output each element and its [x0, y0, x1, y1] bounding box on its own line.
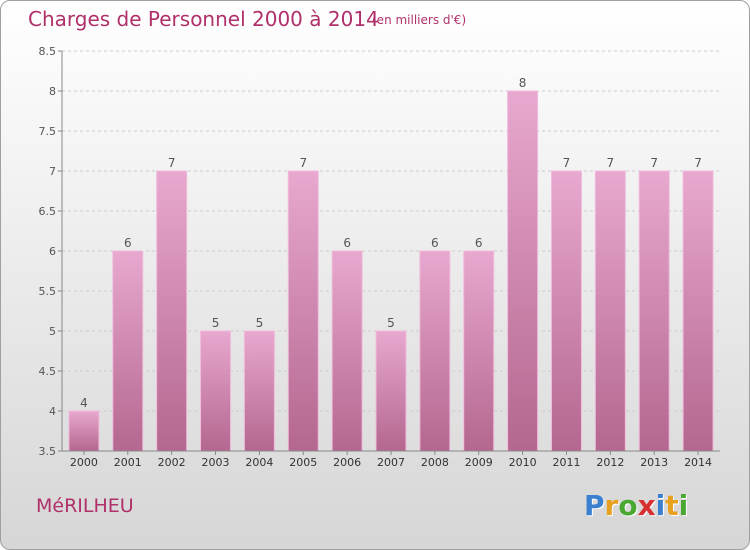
bar — [243, 330, 275, 452]
y-tick-label: 5 — [49, 325, 56, 338]
chart-title: Charges de Personnel 2000 à 2014 — [28, 7, 379, 31]
data-label: 7 — [607, 156, 615, 170]
bar — [68, 410, 100, 452]
y-tick-label: 5.5 — [39, 285, 57, 298]
bars — [68, 90, 714, 452]
bar — [112, 250, 144, 452]
x-tick-label: 2005 — [289, 456, 317, 469]
data-label: 6 — [124, 236, 132, 250]
bar — [287, 170, 319, 452]
x-tick-label: 2013 — [640, 456, 668, 469]
x-tick-label: 2007 — [377, 456, 405, 469]
data-label: 6 — [475, 236, 483, 250]
x-tick-label: 2014 — [684, 456, 712, 469]
town-name: MéRILHEU — [36, 495, 134, 517]
data-label: 5 — [387, 316, 395, 330]
x-tick-label: 2001 — [114, 456, 142, 469]
data-label: 6 — [343, 236, 351, 250]
data-label: 7 — [299, 156, 307, 170]
y-tick-label: 4.5 — [39, 365, 57, 378]
logo-letter: o — [618, 489, 638, 522]
logo-letter: i — [678, 489, 689, 522]
x-tick-label: 2008 — [421, 456, 449, 469]
bar — [682, 170, 714, 452]
y-tick-label: 8.5 — [39, 45, 57, 58]
data-label: 5 — [212, 316, 220, 330]
x-tick-label: 2009 — [465, 456, 493, 469]
data-label: 4 — [80, 396, 88, 410]
logo-letter: r — [604, 489, 619, 522]
x-tick-label: 2011 — [552, 456, 580, 469]
x-tick-label: 2002 — [158, 456, 186, 469]
bar — [463, 250, 495, 452]
logo-letter: i — [655, 489, 666, 522]
data-label: 7 — [650, 156, 658, 170]
axes — [58, 50, 720, 455]
data-label: 7 — [563, 156, 571, 170]
logo-letter: P — [584, 489, 605, 522]
data-label: 8 — [519, 76, 527, 90]
y-tick-label: 4 — [49, 405, 56, 418]
bar — [156, 170, 188, 452]
bar — [419, 250, 451, 452]
bar — [638, 170, 670, 452]
logo-letter: t — [665, 489, 679, 522]
logo-letter: x — [637, 489, 656, 522]
x-tick-label: 2010 — [509, 456, 537, 469]
bar — [594, 170, 626, 452]
bar — [331, 250, 363, 452]
chart-subtitle: (en milliers d'€) — [372, 13, 467, 27]
y-tick-label: 6 — [49, 245, 56, 258]
data-label: 7 — [168, 156, 176, 170]
x-tick-label: 2012 — [596, 456, 624, 469]
x-tick-label: 2006 — [333, 456, 361, 469]
y-tick-label: 7.5 — [39, 125, 57, 138]
y-tick-label: 7 — [49, 165, 56, 178]
data-label: 5 — [256, 316, 264, 330]
bar — [375, 330, 407, 452]
labels: 3.5 4 4.5 5 5.5 6 6.5 7 7.5 8 8.5 4 2000 6 2001 7 2002 5 2… — [39, 45, 713, 469]
bar — [200, 330, 232, 452]
x-tick-label: 2000 — [70, 456, 98, 469]
data-label: 7 — [694, 156, 702, 170]
data-label: 6 — [431, 236, 439, 250]
proxiti-logo: Proxiti — [584, 489, 688, 522]
x-tick-label: 2004 — [245, 456, 273, 469]
bar — [550, 170, 582, 452]
y-tick-label: 6.5 — [39, 205, 57, 218]
y-tick-label: 8 — [49, 85, 56, 98]
x-tick-label: 2003 — [202, 456, 230, 469]
bar — [507, 90, 539, 452]
y-tick-label: 3.5 — [39, 445, 57, 458]
